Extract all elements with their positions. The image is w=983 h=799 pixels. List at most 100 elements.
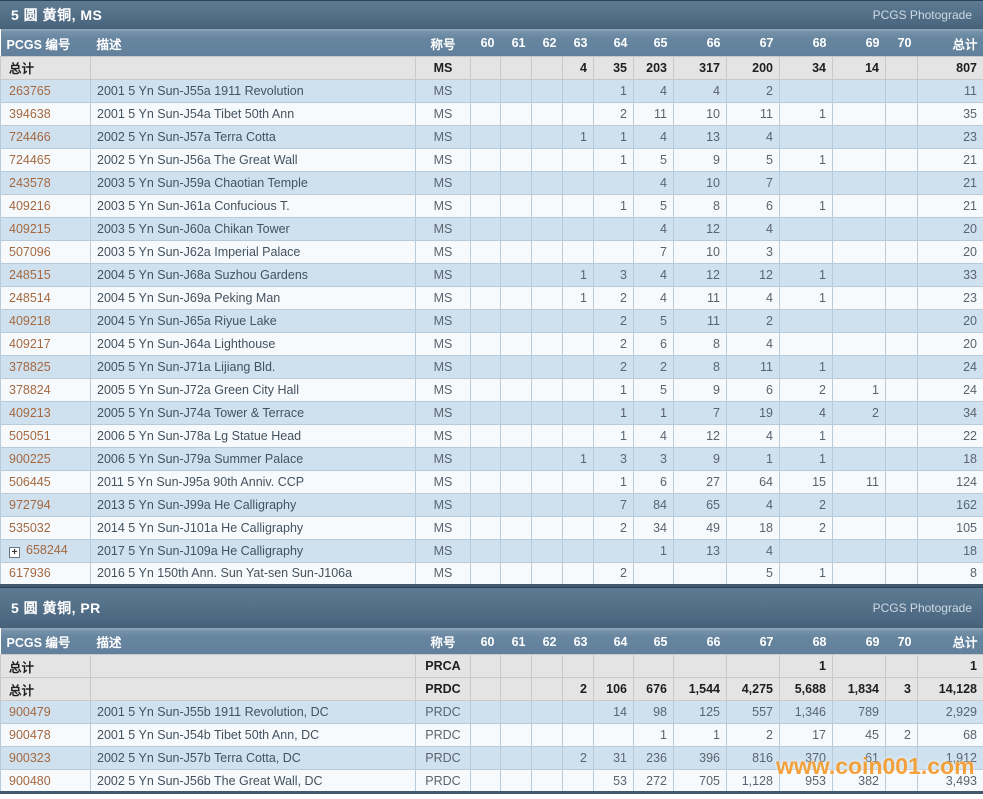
section-title-bar: 5 圆 黄铜, PR PCGS Photograde xyxy=(0,586,983,628)
grade-cell-70 xyxy=(885,101,918,126)
grade-cell-67: 1 xyxy=(726,446,780,471)
grade-cell-62 xyxy=(531,377,563,402)
grade-cell-69 xyxy=(832,101,886,126)
grade-cell-70 xyxy=(885,331,918,356)
grade-cell-67: 19 xyxy=(726,400,780,425)
grade-cell-68 xyxy=(779,308,833,333)
table-row: 409215 2003 5 Yn Sun-J60a Chikan Tower MS 4… xyxy=(0,216,983,241)
grade-cell-64: 2 xyxy=(593,285,634,310)
grade-cell-64: 1 xyxy=(593,78,634,103)
column-header-pcgs: PCGS 编号 xyxy=(0,29,91,56)
column-header-grade-68: 68 xyxy=(779,627,833,655)
expand-plus-icon[interactable]: + xyxy=(9,547,20,558)
grade-cell-65: 4 xyxy=(633,262,674,287)
grade-cell-65: 11 xyxy=(633,101,674,126)
grade-cell-62 xyxy=(531,515,563,540)
pcgs-number-link[interactable]: 243578 xyxy=(9,175,51,190)
pcgs-number-link[interactable]: 409215 xyxy=(9,221,51,236)
grade-cell-69: 1 xyxy=(832,377,886,402)
pcgs-number-link[interactable]: 378825 xyxy=(9,359,51,374)
pcgs-number-link[interactable]: 248514 xyxy=(9,290,51,305)
pcgs-number-link[interactable]: 409217 xyxy=(9,336,51,351)
grade-cell-63: 1 xyxy=(562,262,594,287)
table-row: 505051 2006 5 Yn Sun-J78a Lg Statue Head M… xyxy=(0,423,983,448)
description-cell: 2005 5 Yn Sun-J71a Lijiang Bld. xyxy=(90,354,416,379)
pcgs-number-link[interactable]: 900479 xyxy=(9,705,51,719)
designation-cell: MS xyxy=(415,124,471,149)
pcgs-number-cell: 724465 xyxy=(0,147,91,172)
pcgs-number-cell: 378825 xyxy=(0,354,91,379)
pcgs-number-link[interactable]: 506445 xyxy=(9,474,51,489)
grade-cell-68 xyxy=(779,331,833,356)
grade-cell-65: 4 xyxy=(633,170,674,195)
pcgs-number-link[interactable]: 535032 xyxy=(9,520,51,535)
grade-cell-60 xyxy=(470,377,501,402)
pcgs-number-link[interactable]: 505051 xyxy=(9,428,51,443)
pcgs-number-link[interactable]: 263765 xyxy=(9,83,51,98)
table-row: 617936 2016 5 Yn 150th Ann. Sun Yat-sen S… xyxy=(0,561,983,586)
pcgs-number-link[interactable]: 900478 xyxy=(9,728,51,742)
grade-cell-63 xyxy=(562,101,594,126)
description-cell: 2002 5 Yn Sun-J56b The Great Wall, DC xyxy=(90,769,416,793)
grade-cell-66: 8 xyxy=(673,193,727,218)
grade-cell-67 xyxy=(726,654,780,678)
grade-cell-60 xyxy=(470,147,501,172)
pcgs-number-link[interactable]: 724466 xyxy=(9,129,51,144)
column-header-grade-65: 65 xyxy=(633,29,674,56)
grade-cell-67: 3 xyxy=(726,239,780,264)
pcgs-number-link[interactable]: 409213 xyxy=(9,405,51,420)
pcgs-number-cell: 900478 xyxy=(0,723,91,747)
pcgs-number-link[interactable]: 409216 xyxy=(9,198,51,213)
photograde-label: PCGS Photograde xyxy=(872,8,972,22)
grade-cell-62 xyxy=(531,308,563,333)
grade-cell-67: 4,275 xyxy=(726,677,780,701)
grade-cell-65: 2 xyxy=(633,354,674,379)
grade-cell-63 xyxy=(562,400,594,425)
grade-cell-68: 5,688 xyxy=(779,677,833,701)
pcgs-number-link[interactable]: 507096 xyxy=(9,244,51,259)
pcgs-number-link[interactable]: 409218 xyxy=(9,313,51,328)
grade-cell-65: 4 xyxy=(633,78,674,103)
designation-cell: PRDC xyxy=(415,769,471,793)
grade-cell-61 xyxy=(500,677,532,701)
table-row: 900323 2002 5 Yn Sun-J57b Terra Cotta, DC… xyxy=(0,746,983,770)
pcgs-number-cell: 507096 xyxy=(0,239,91,264)
grade-cell-70 xyxy=(885,354,918,379)
grade-cell-68 xyxy=(779,170,833,195)
pcgs-number-link[interactable]: 900480 xyxy=(9,773,51,788)
grade-cell-63 xyxy=(562,377,594,402)
pcgs-number-cell: 248514 xyxy=(0,285,91,310)
grade-cell-65: 272 xyxy=(633,769,674,793)
description-cell: 2004 5 Yn Sun-J68a Suzhou Gardens xyxy=(90,262,416,287)
pcgs-number-link[interactable]: 900323 xyxy=(9,751,51,765)
pcgs-number-link[interactable]: 394638 xyxy=(9,106,51,121)
grade-cell-67: 6 xyxy=(726,193,780,218)
designation-cell: PRDC xyxy=(415,677,471,701)
pcgs-number-link[interactable]: 900225 xyxy=(9,451,51,466)
pcgs-number-link[interactable]: 617936 xyxy=(9,566,51,580)
pcgs-number-cell: +658244 xyxy=(0,538,91,563)
total-cell: 34 xyxy=(917,400,983,425)
pcgs-number-link[interactable]: 724465 xyxy=(9,152,51,167)
photograde-label: PCGS Photograde xyxy=(872,600,972,615)
grade-cell-69 xyxy=(832,423,886,448)
pcgs-number-link[interactable]: 378824 xyxy=(9,382,51,397)
grade-cell-63 xyxy=(562,654,594,678)
population-table: PCGS 编号 描述 称号 60 61 62 63 64 65 66 67 68 69 70 总计 总计 MS 4… xyxy=(0,29,983,587)
pcgs-number-link[interactable]: 658244 xyxy=(26,543,68,557)
grade-cell-60 xyxy=(470,216,501,241)
pcgs-number-link[interactable]: 972794 xyxy=(9,497,51,512)
total-cell: 22 xyxy=(917,423,983,448)
designation-cell: MS xyxy=(415,400,471,425)
grade-cell-64: 1 xyxy=(593,377,634,402)
designation-cell: MS xyxy=(415,285,471,310)
pcgs-number-link[interactable]: 248515 xyxy=(9,267,51,282)
table-row: 248515 2004 5 Yn Sun-J68a Suzhou Gardens M… xyxy=(0,262,983,287)
grade-cell-66: 12 xyxy=(673,216,727,241)
grade-cell-70 xyxy=(885,400,918,425)
table-row: 506445 2011 5 Yn Sun-J95a 90th Anniv. CCP… xyxy=(0,469,983,494)
column-header-grade-66: 66 xyxy=(673,29,727,56)
grade-cell-67: 200 xyxy=(726,55,780,80)
grade-cell-63 xyxy=(562,561,594,586)
grade-cell-61 xyxy=(500,216,532,241)
